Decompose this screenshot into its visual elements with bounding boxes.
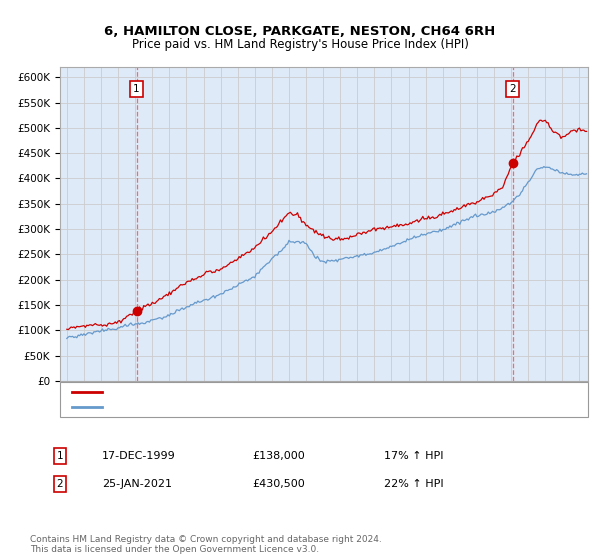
Text: 17% ↑ HPI: 17% ↑ HPI — [384, 451, 443, 461]
Text: 2: 2 — [509, 84, 516, 94]
Text: 2: 2 — [56, 479, 64, 489]
Text: 6, HAMILTON CLOSE, PARKGATE, NESTON, CH64 6RH: 6, HAMILTON CLOSE, PARKGATE, NESTON, CH6… — [104, 25, 496, 38]
Text: Price paid vs. HM Land Registry's House Price Index (HPI): Price paid vs. HM Land Registry's House … — [131, 38, 469, 51]
Text: £430,500: £430,500 — [252, 479, 305, 489]
Text: HPI: Average price, detached house, Cheshire West and Chester: HPI: Average price, detached house, Ches… — [108, 403, 443, 413]
Text: £138,000: £138,000 — [252, 451, 305, 461]
Text: 17-DEC-1999: 17-DEC-1999 — [102, 451, 176, 461]
Text: Contains HM Land Registry data © Crown copyright and database right 2024.
This d: Contains HM Land Registry data © Crown c… — [30, 535, 382, 554]
Text: 1: 1 — [56, 451, 64, 461]
Text: 22% ↑ HPI: 22% ↑ HPI — [384, 479, 443, 489]
Text: 6, HAMILTON CLOSE, PARKGATE, NESTON, CH64 6RH (detached house): 6, HAMILTON CLOSE, PARKGATE, NESTON, CH6… — [108, 387, 477, 397]
Text: 25-JAN-2021: 25-JAN-2021 — [102, 479, 172, 489]
Text: 1: 1 — [133, 84, 140, 94]
